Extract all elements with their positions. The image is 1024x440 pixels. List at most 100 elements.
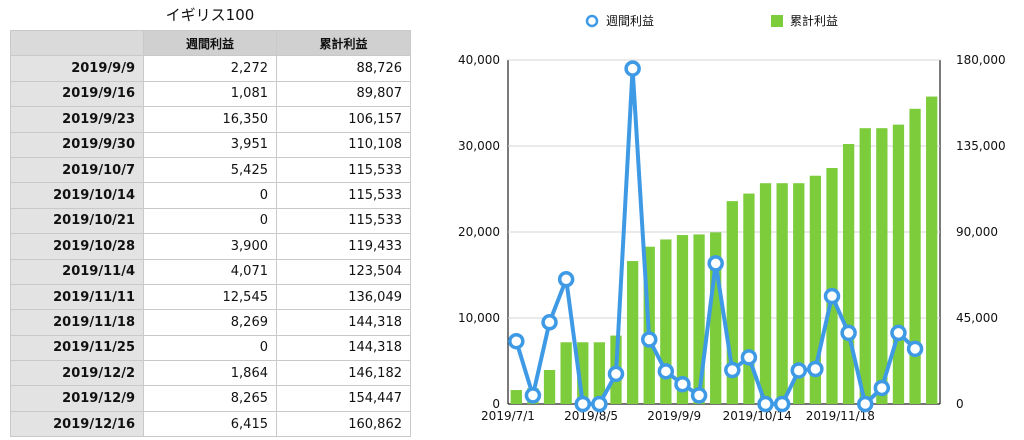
weekly-profit-point [757, 395, 774, 413]
cumulative-bar [876, 128, 888, 404]
row-cumulative-profit: 144,318 [276, 309, 411, 336]
cumulative-bar [793, 183, 805, 404]
row-date: 2019/9/23 [10, 106, 144, 133]
table-row: 2019/11/4 4,071 123,504 [10, 258, 411, 285]
row-date: 2019/12/16 [10, 410, 144, 438]
row-cumulative-profit: 115,533 [276, 207, 411, 235]
profit-chart: 0 10,000 20,000 30,000 40,000 0 45,000 90,000 13… [414, 0, 1020, 440]
table-row: 2019/9/16 1,081 89,807 [10, 80, 411, 108]
row-date: 2019/9/30 [10, 131, 144, 158]
cumulative-bar [676, 235, 689, 404]
cumulative-bar [660, 239, 672, 404]
weekly-profit-point [524, 387, 542, 404]
cumulative-bar [560, 342, 572, 404]
row-cumulative-profit: 136,049 [276, 283, 411, 311]
cumulative-bar [510, 390, 522, 404]
table-row: 2019/9/9 2,272 88,726 [10, 55, 411, 82]
row-cumulative-profit: 154,447 [276, 385, 411, 412]
row-cumulative-profit: 160,862 [276, 410, 411, 438]
chart-svg: 0 10,000 20,000 30,000 40,000 0 45,000 90,000 13… [458, 13, 1006, 423]
weekly-profit-point [790, 362, 808, 379]
y-left-tick-label: 20,000 [458, 225, 500, 239]
table-row: 2019/12/2 1,864 146,182 [10, 360, 411, 387]
y-right-tick-label: 180,000 [956, 53, 1006, 67]
cumulative-bar [926, 96, 938, 405]
legend-cumulative-label: 累計利益 [790, 13, 838, 28]
weekly-profit-point [624, 60, 641, 77]
x-tick-label: 2019/10/14 [723, 409, 792, 423]
y-left-tick-label: 0 [492, 397, 500, 411]
weekly-profit-point [773, 395, 791, 413]
weekly-profit-point [890, 324, 907, 342]
row-weekly-profit: 12,545 [143, 283, 277, 311]
table-row: 2019/9/30 3,951 110,108 [10, 131, 411, 158]
x-tick-label: 2019/8/5 [564, 409, 618, 423]
row-cumulative-profit: 119,433 [276, 233, 411, 260]
weekly-profit-point [707, 255, 724, 272]
y-left-tick-label: 30,000 [458, 139, 500, 153]
cumulative-bar [710, 232, 722, 404]
x-tick-label: 2019/11/18 [806, 409, 875, 423]
row-weekly-profit: 0 [143, 334, 277, 362]
row-cumulative-profit: 106,157 [276, 106, 411, 133]
row-weekly-profit: 0 [143, 182, 277, 209]
weekly-profit-point [906, 340, 924, 358]
weekly-profit-point [840, 324, 857, 342]
cumulative-bar [842, 143, 855, 404]
cumulative-bar [543, 369, 556, 404]
row-date: 2019/12/2 [10, 360, 144, 387]
row-date: 2019/11/4 [10, 258, 144, 285]
weekly-profit-point [674, 375, 691, 393]
cumulative-bar [859, 128, 871, 404]
row-cumulative-profit: 123,504 [276, 258, 411, 285]
weekly-profit-point [541, 314, 558, 331]
y-right-tick-label: 135,000 [956, 139, 1006, 153]
row-cumulative-profit: 115,533 [276, 182, 411, 209]
table-row: 2019/12/16 6,415 160,862 [10, 410, 411, 438]
weekly-profit-point [591, 395, 608, 413]
row-date: 2019/11/25 [10, 334, 144, 362]
table-row: 2019/10/7 5,425 115,533 [10, 156, 411, 184]
weekly-profit-point [508, 332, 525, 350]
cumulative-bar [909, 108, 921, 404]
row-weekly-profit: 0 [143, 207, 277, 235]
y-left-tick-label: 10,000 [458, 311, 500, 325]
cumulative-bar [693, 234, 705, 404]
legend-weekly-marker [585, 14, 599, 28]
legend-weekly-label: 週間利益 [606, 14, 654, 28]
row-date: 2019/10/28 [10, 233, 144, 260]
x-tick-label: 2019/9/9 [647, 409, 701, 423]
weekly-profit-point [807, 360, 824, 378]
row-weekly-profit: 4,071 [143, 258, 277, 285]
table-row: 2019/11/25 0 144,318 [10, 334, 411, 362]
row-weekly-profit: 2,272 [143, 55, 277, 82]
row-weekly-profit: 16,350 [143, 106, 277, 133]
row-weekly-profit: 3,951 [143, 131, 277, 158]
cumulative-bar [809, 175, 822, 404]
cumulative-bar [776, 183, 788, 404]
row-date: 2019/12/9 [10, 385, 144, 412]
cumulative-bar [577, 342, 589, 404]
row-cumulative-profit: 88,726 [276, 55, 411, 82]
table-row: 2019/10/28 3,900 119,433 [10, 233, 411, 260]
row-weekly-profit: 8,269 [143, 309, 277, 336]
cumulative-bar [743, 193, 755, 404]
row-date: 2019/10/14 [10, 182, 144, 209]
row-date: 2019/11/11 [10, 283, 144, 311]
table-header-row: 週間利益 累計利益 [10, 29, 411, 57]
weekly-profit-point [724, 361, 741, 379]
weekly-profit-point [873, 379, 891, 397]
cumulative-bar [593, 342, 606, 404]
weekly-profit-point [574, 395, 592, 413]
table-header-corner [10, 29, 144, 57]
weekly-profit-point [823, 287, 841, 305]
weekly-profit-point [557, 271, 575, 288]
weekly-profit-point [690, 387, 708, 404]
y-left-tick-label: 40,000 [458, 53, 500, 67]
table-row: 2019/10/14 0 115,533 [10, 182, 411, 209]
row-cumulative-profit: 115,533 [276, 156, 411, 184]
y-right-tick-label: 90,000 [956, 225, 998, 239]
x-tick-label: 2019/7/1 [481, 409, 535, 423]
profit-table-panel: イギリス100 週間利益 累計利益 2019/9/9 2,272 88,726 201… [10, 0, 411, 440]
y-right-tick-label: 0 [956, 397, 964, 411]
